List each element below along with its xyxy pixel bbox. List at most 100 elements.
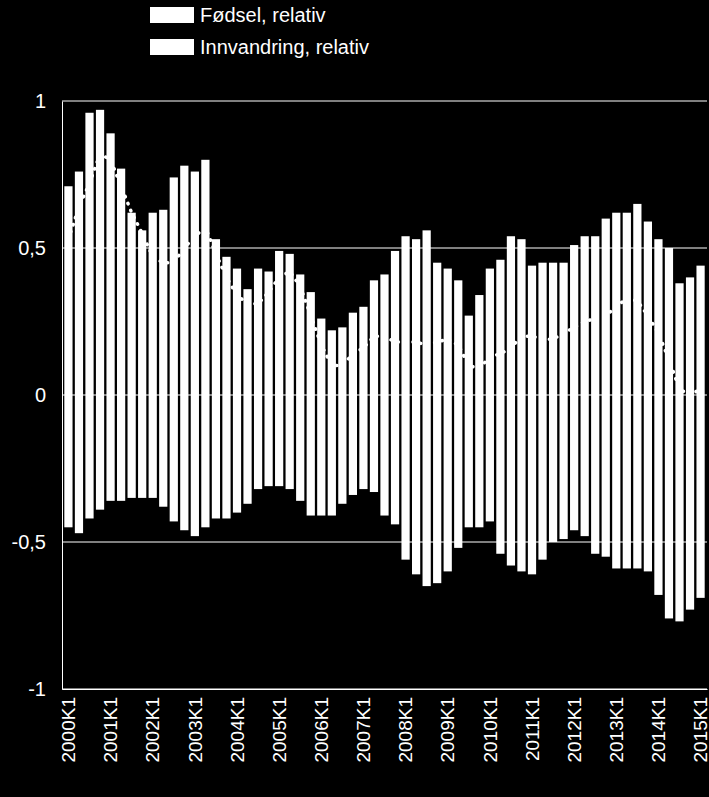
bar	[138, 395, 146, 498]
bar	[264, 395, 272, 486]
tick: 2010K1	[480, 689, 501, 763]
tick: 2000K1	[58, 689, 79, 763]
bar	[612, 395, 620, 568]
bar	[591, 236, 599, 395]
bar	[149, 395, 157, 498]
bar	[64, 186, 72, 395]
tick-label: 2010K1	[480, 697, 501, 763]
bar	[665, 248, 673, 395]
tick: 2007K1	[353, 689, 374, 763]
bar	[433, 395, 441, 583]
bar	[559, 395, 567, 539]
bar	[201, 160, 209, 395]
bar	[549, 263, 557, 395]
tick-label: 2014K1	[648, 697, 669, 763]
tick: 2005K1	[269, 689, 290, 763]
bar	[85, 113, 93, 395]
bar	[254, 269, 262, 395]
bar	[412, 395, 420, 574]
bar	[328, 395, 336, 516]
bar	[128, 395, 136, 498]
bar	[570, 245, 578, 395]
bar	[423, 395, 431, 586]
bar	[517, 239, 525, 395]
bar-series	[64, 395, 704, 621]
bar	[528, 395, 536, 574]
bar	[359, 395, 367, 489]
tick-label: 2008K1	[395, 697, 416, 763]
tick: 2001K1	[100, 689, 121, 763]
bar	[159, 395, 167, 507]
bar	[591, 395, 599, 554]
bar	[275, 251, 283, 395]
bar	[117, 395, 125, 501]
bar	[696, 266, 704, 395]
tick: 2006K1	[311, 689, 332, 763]
x-axis: 2000K12001K12002K12003K12004K12005K12006…	[58, 689, 709, 763]
tick-label: -1	[28, 678, 46, 700]
bar	[654, 239, 662, 395]
bar	[644, 222, 652, 395]
bar	[64, 395, 72, 527]
bar	[696, 395, 704, 598]
bar	[233, 395, 241, 513]
bar	[602, 395, 610, 557]
bar	[633, 395, 641, 568]
bar	[486, 395, 494, 521]
tick-label: 2006K1	[311, 697, 332, 763]
grid-line	[62, 101, 707, 102]
bar	[201, 395, 209, 527]
plot-area	[64, 110, 704, 622]
bar	[191, 395, 199, 536]
grid-line	[62, 248, 707, 249]
bar	[528, 266, 536, 395]
bar	[106, 395, 114, 501]
bar	[370, 395, 378, 492]
bar	[128, 213, 136, 395]
axis-line	[63, 689, 708, 690]
tick-label: 2002K1	[142, 697, 163, 763]
legend-swatch	[150, 39, 194, 55]
bar	[444, 395, 452, 571]
bar	[117, 169, 125, 395]
bar	[159, 210, 167, 395]
bar	[180, 166, 188, 395]
tick: -1	[28, 678, 62, 700]
bar	[138, 230, 146, 395]
tick: 2003K1	[185, 689, 206, 763]
tick-label: 2001K1	[100, 697, 121, 763]
tick-label: 2000K1	[58, 697, 79, 763]
y-axis: -1-0,500,51	[12, 90, 63, 700]
bar-series	[64, 110, 704, 395]
tick-label: 0	[35, 384, 46, 406]
tick-label: 2012K1	[564, 697, 585, 763]
bar	[612, 213, 620, 395]
bar	[654, 395, 662, 595]
bar	[254, 395, 262, 489]
bar	[581, 395, 589, 536]
tick: 2009K1	[437, 689, 458, 763]
bar	[170, 395, 178, 521]
bar	[475, 295, 483, 395]
tick: 2002K1	[142, 689, 163, 763]
grid	[62, 101, 707, 689]
bar	[623, 395, 631, 568]
tick: 2015K1	[690, 689, 709, 763]
bar	[507, 395, 515, 566]
bar	[423, 230, 431, 395]
bar	[191, 172, 199, 395]
bar	[149, 213, 157, 395]
legend-swatch	[150, 7, 194, 23]
tick: 2014K1	[648, 689, 669, 763]
tick: 0,5	[18, 237, 62, 259]
bar	[444, 269, 452, 395]
tick-label: 2005K1	[269, 697, 290, 763]
bar	[180, 395, 188, 530]
bar	[212, 395, 220, 518]
bar	[465, 316, 473, 395]
tick-label: -0,5	[12, 531, 46, 553]
bar	[602, 219, 610, 395]
bar	[243, 395, 251, 504]
bar	[496, 260, 504, 395]
bar	[433, 263, 441, 395]
